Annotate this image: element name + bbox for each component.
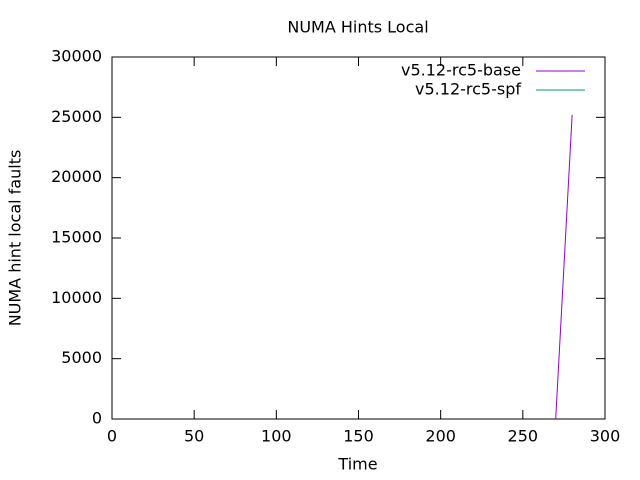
x-tick-label: 50: [184, 427, 204, 446]
legend-label: v5.12-rc5-spf: [415, 80, 521, 99]
x-tick-label: 300: [590, 427, 621, 446]
x-tick-label: 200: [425, 427, 456, 446]
y-tick-label: 10000: [51, 288, 102, 307]
x-axis-label: Time: [337, 455, 377, 474]
y-tick-label: 5000: [61, 348, 102, 367]
y-tick-label: 20000: [51, 167, 102, 186]
y-tick-label: 25000: [51, 107, 102, 126]
y-axis-label: NUMA hint local faults: [6, 150, 25, 327]
x-tick-label: 100: [261, 427, 292, 446]
y-tick-label: 0: [92, 409, 102, 428]
x-tick-label: 0: [107, 427, 117, 446]
y-tick-label: 15000: [51, 228, 102, 247]
x-tick-label: 250: [508, 427, 539, 446]
plot-border: [111, 56, 606, 420]
y-tick-label: 30000: [51, 47, 102, 66]
x-tick-label: 150: [343, 427, 374, 446]
chart-title: NUMA Hints Local: [287, 18, 428, 37]
data-line: [555, 114, 573, 420]
legend-label: v5.12-rc5-base: [401, 61, 521, 80]
